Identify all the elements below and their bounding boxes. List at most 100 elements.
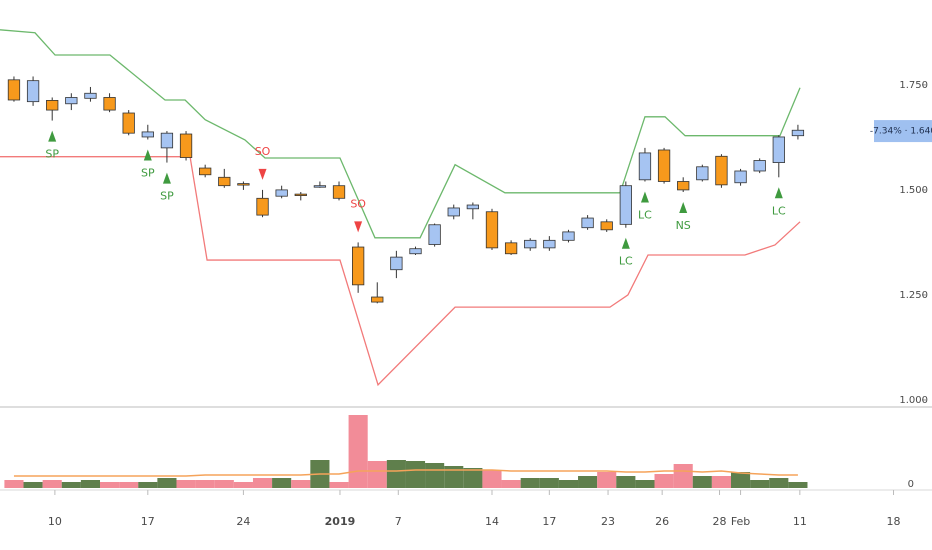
- x-tick-label: 7: [395, 515, 402, 528]
- volume-bar: [252, 478, 273, 488]
- candle-body: [677, 181, 690, 191]
- signal-label: SO: [350, 197, 366, 210]
- y-tick-label: 1.000: [899, 395, 928, 406]
- channel-line: [0, 156, 801, 387]
- volume-bar: [711, 476, 731, 488]
- candle-body: [275, 189, 288, 197]
- volume-bar: [176, 480, 196, 488]
- candle-body: [237, 183, 250, 186]
- candle-body: [26, 80, 40, 103]
- volume-bar: [23, 482, 43, 488]
- signal-label: NS: [676, 219, 691, 232]
- signal-label: SP: [141, 166, 155, 179]
- volume-bar: [80, 480, 101, 488]
- volume-bar: [425, 463, 445, 488]
- signal-marker: [354, 221, 363, 233]
- candle-body: [84, 92, 97, 99]
- x-tick-label: 24: [236, 515, 250, 528]
- volume-bar: [214, 480, 234, 488]
- volume-bar: [272, 478, 292, 488]
- candle-body: [485, 211, 499, 249]
- volume-bar: [42, 480, 62, 488]
- signal-label: LC: [772, 204, 786, 217]
- candle-body: [390, 256, 403, 271]
- last-price-box: [874, 120, 932, 143]
- x-tick-label: 18: [887, 515, 901, 528]
- x-tick-label: 23: [601, 515, 615, 528]
- volume-bar: [157, 478, 177, 488]
- volume-bar: [578, 476, 598, 488]
- y-tick-label: 1.250: [899, 290, 928, 301]
- signal-label: SP: [45, 148, 59, 161]
- volume-tick-label: 0: [908, 479, 914, 490]
- candle-body: [524, 239, 537, 249]
- volume-bar: [119, 482, 139, 488]
- volume-bar: [463, 468, 483, 488]
- candle-body: [103, 97, 116, 111]
- x-tick-label: 11: [793, 515, 807, 528]
- volume-bar: [501, 480, 521, 488]
- volume-bar: [692, 476, 712, 488]
- candle-body: [122, 112, 135, 134]
- candle-body: [65, 97, 78, 105]
- volume-ma: [13, 469, 798, 477]
- candle-body: [772, 136, 785, 163]
- volume-bar: [100, 482, 120, 488]
- volume-bar: [750, 480, 770, 488]
- candle-body: [657, 149, 671, 182]
- volume-bar: [329, 482, 349, 488]
- signal-marker: [143, 149, 152, 161]
- candle-body: [581, 217, 594, 229]
- volume-bar: [195, 480, 215, 488]
- volume-bar: [386, 460, 406, 488]
- candle-body: [371, 296, 384, 303]
- candle-body: [218, 176, 231, 187]
- signal-marker: [640, 191, 649, 203]
- signal-label: LC: [638, 208, 652, 221]
- x-tick-label: 10: [48, 515, 62, 528]
- x-tick-label: 14: [485, 515, 499, 528]
- signal-marker: [48, 130, 57, 142]
- volume-bar: [482, 470, 502, 488]
- x-tick-label: 2019: [325, 515, 356, 528]
- last-price-label: -7.34% · 1.640: [870, 127, 932, 137]
- candle-body: [199, 167, 212, 176]
- volume-bar: [616, 476, 636, 488]
- candle-body: [562, 231, 575, 241]
- x-tick-label: 28: [713, 515, 727, 528]
- volume-bar: [558, 480, 579, 488]
- candle-body: [313, 185, 327, 188]
- candle-body: [600, 221, 613, 231]
- volume-bar: [520, 478, 540, 488]
- candle-body: [160, 132, 174, 149]
- candle-body: [466, 204, 480, 210]
- channel-line: [0, 29, 801, 239]
- volume-bar: [635, 480, 655, 488]
- signal-marker: [679, 201, 688, 213]
- volume-bar: [291, 480, 311, 488]
- candle-body: [504, 242, 518, 255]
- candle-body: [791, 129, 805, 137]
- volume-bar: [444, 466, 464, 488]
- candle-body: [753, 160, 766, 172]
- volume-bar: [673, 464, 693, 488]
- volume-bar: [233, 482, 253, 488]
- candle-body: [294, 193, 307, 196]
- x-tick-label: Feb: [731, 515, 750, 528]
- volume-bar: [654, 474, 674, 488]
- candle-body: [256, 197, 269, 216]
- volume-bar: [597, 472, 617, 488]
- candle-body: [46, 100, 59, 111]
- candle-body: [715, 155, 728, 186]
- candle-body: [619, 185, 632, 225]
- y-tick-label: 1.500: [899, 185, 928, 196]
- candle-body: [447, 207, 460, 217]
- volume-bar: [730, 472, 751, 488]
- x-tick-label: 26: [655, 515, 669, 528]
- volume-bar: [405, 461, 426, 488]
- y-tick-label: 1.750: [899, 80, 928, 91]
- candle-body: [332, 185, 346, 199]
- signal-label: LC: [619, 255, 633, 268]
- signal-label: SO: [255, 145, 271, 158]
